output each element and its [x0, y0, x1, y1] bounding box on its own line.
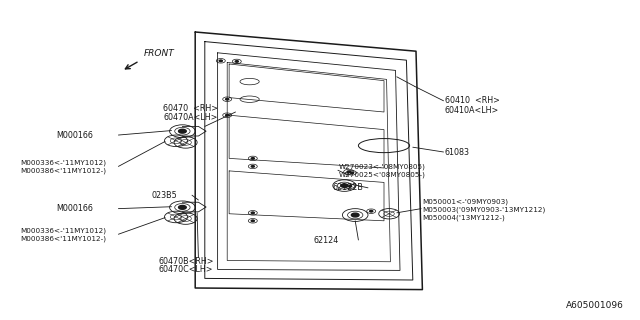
- Circle shape: [236, 61, 238, 62]
- Circle shape: [341, 184, 348, 187]
- Text: M050003('09MY0903-'13MY1212): M050003('09MY0903-'13MY1212): [422, 207, 546, 213]
- Text: 61083: 61083: [445, 148, 470, 156]
- Text: 60470C<LH>: 60470C<LH>: [159, 265, 213, 274]
- Text: 60410  <RH>: 60410 <RH>: [445, 96, 500, 105]
- Text: M000336<-'11MY1012): M000336<-'11MY1012): [20, 228, 106, 234]
- Text: 60470  <RH>: 60470 <RH>: [163, 104, 218, 113]
- Text: 60410A<LH>: 60410A<LH>: [445, 106, 499, 115]
- Text: W270025<'08MY0805-): W270025<'08MY0805-): [339, 172, 426, 178]
- Ellipse shape: [240, 78, 259, 85]
- Circle shape: [349, 186, 351, 187]
- Circle shape: [179, 129, 186, 133]
- Circle shape: [347, 171, 351, 173]
- Text: 60470A<LH>: 60470A<LH>: [163, 113, 218, 122]
- Text: M000336<-'11MY1012): M000336<-'11MY1012): [20, 160, 106, 166]
- Circle shape: [252, 158, 254, 159]
- Circle shape: [220, 60, 222, 61]
- Text: M050004('13MY1212-): M050004('13MY1212-): [422, 215, 505, 221]
- Circle shape: [252, 220, 254, 221]
- Ellipse shape: [358, 139, 410, 153]
- Text: M050001<-'09MY0903): M050001<-'09MY0903): [422, 199, 508, 205]
- Circle shape: [226, 115, 228, 116]
- Text: FRONT: FRONT: [144, 49, 175, 58]
- Text: M000166: M000166: [56, 131, 93, 140]
- Text: 62124: 62124: [314, 236, 339, 245]
- Circle shape: [252, 212, 254, 213]
- Text: 62122B: 62122B: [333, 183, 364, 192]
- Text: 60470B<RH>: 60470B<RH>: [159, 257, 214, 266]
- Circle shape: [179, 205, 186, 209]
- Text: W270023<-'08MY0805): W270023<-'08MY0805): [339, 164, 426, 170]
- Text: M000386<'11MY1012-): M000386<'11MY1012-): [20, 168, 106, 174]
- Circle shape: [351, 172, 353, 173]
- Text: M000166: M000166: [56, 204, 93, 213]
- Circle shape: [351, 213, 359, 217]
- Text: 023B5: 023B5: [151, 191, 177, 200]
- Circle shape: [252, 166, 254, 167]
- Circle shape: [226, 99, 228, 100]
- Circle shape: [370, 211, 372, 212]
- Text: A605001096: A605001096: [566, 301, 624, 310]
- Text: M000386<'11MY1012-): M000386<'11MY1012-): [20, 236, 106, 242]
- Ellipse shape: [240, 96, 259, 102]
